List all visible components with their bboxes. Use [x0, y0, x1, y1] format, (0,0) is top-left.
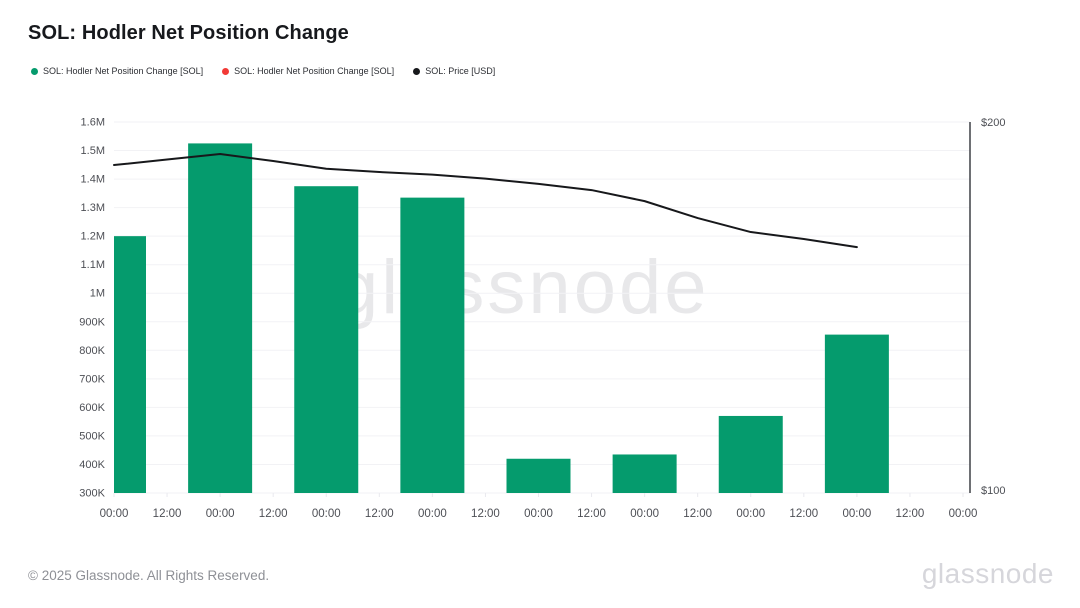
x-axis-tick-label: 00:00	[842, 508, 871, 520]
legend-item[interactable]: SOL: Hodler Net Position Change [SOL]	[222, 66, 394, 76]
x-axis-tick-label: 00:00	[524, 508, 553, 520]
hodler-net-position-bar[interactable]	[506, 458, 571, 493]
left-axis-tick-label: 400K	[79, 459, 105, 471]
legend-dot-icon	[31, 67, 38, 75]
hodler-net-position-bar[interactable]	[400, 197, 465, 493]
legend-label: SOL: Hodler Net Position Change [SOL]	[43, 66, 204, 76]
glassnode-watermark: glassnode	[336, 245, 710, 330]
legend-item[interactable]: SOL: Hodler Net Position Change [SOL]	[31, 66, 203, 76]
x-axis-tick-label: 00:00	[949, 508, 978, 520]
legend-item[interactable]: SOL: Price [USD]	[413, 66, 495, 76]
x-axis-tick-label: 12:00	[896, 508, 925, 520]
glassnode-logo: glassnode	[921, 558, 1054, 589]
x-axis-tick-label: 12:00	[365, 508, 394, 520]
hodler-net-position-bar[interactable]	[294, 186, 359, 493]
hodler-net-position-bar[interactable]	[718, 415, 783, 493]
right-axis-tick-label: $200	[981, 117, 1005, 129]
hodler-net-position-bar[interactable]	[612, 454, 677, 493]
left-axis-tick-label: 1.1M	[81, 259, 105, 271]
hodler-net-position-bar[interactable]	[114, 236, 146, 493]
left-axis-tick-label: 900K	[79, 316, 105, 328]
page-title: SOL: Hodler Net Position Change	[28, 22, 349, 44]
left-axis-tick-label: 1M	[90, 288, 105, 300]
legend-label: SOL: Price [USD]	[425, 66, 496, 76]
x-axis-tick-label: 00:00	[312, 508, 341, 520]
left-axis-tick-label: 600K	[79, 402, 105, 414]
left-axis-tick-label: 1.3M	[81, 202, 105, 214]
legend-dot-icon	[413, 67, 421, 75]
legend: SOL: Hodler Net Position Change [SOL] SOL…	[31, 66, 495, 76]
x-axis-tick-label: 00:00	[206, 508, 235, 520]
x-axis-tick-label: 12:00	[789, 508, 818, 520]
x-axis-tick-label: 00:00	[100, 508, 129, 520]
left-axis-tick-label: 1.2M	[81, 231, 105, 243]
copyright-text: © 2025 Glassnode. All Rights Reserved.	[28, 568, 270, 583]
left-axis-tick-label: 1.5M	[81, 145, 105, 157]
x-axis-tick-label: 12:00	[683, 508, 712, 520]
x-axis-tick-label: 12:00	[153, 508, 182, 520]
x-axis-tick-label: 00:00	[630, 508, 659, 520]
x-axis-tick-label: 00:00	[736, 508, 765, 520]
x-axis-tick-label: 12:00	[471, 508, 500, 520]
left-axis-tick-label: 300K	[79, 488, 105, 500]
legend-dot-icon	[222, 67, 230, 75]
x-axis-tick-label: 12:00	[577, 508, 606, 520]
x-axis-tick-label: 00:00	[418, 508, 447, 520]
left-axis-tick-label: 800K	[79, 345, 105, 357]
left-axis-tick-label: 700K	[79, 373, 105, 385]
hodler-net-position-bar[interactable]	[824, 334, 889, 493]
left-axis-tick-label: 1.4M	[81, 174, 105, 186]
hodler-net-position-bar[interactable]	[188, 143, 253, 493]
price-line[interactable]	[113, 153, 858, 249]
legend-label: SOL: Hodler Net Position Change [SOL]	[234, 66, 395, 76]
left-axis-tick-label: 1.6M	[81, 117, 105, 129]
right-axis-tick-label: $100	[981, 485, 1005, 497]
left-axis-tick-label: 500K	[79, 430, 105, 442]
x-axis-tick-label: 12:00	[259, 508, 288, 520]
